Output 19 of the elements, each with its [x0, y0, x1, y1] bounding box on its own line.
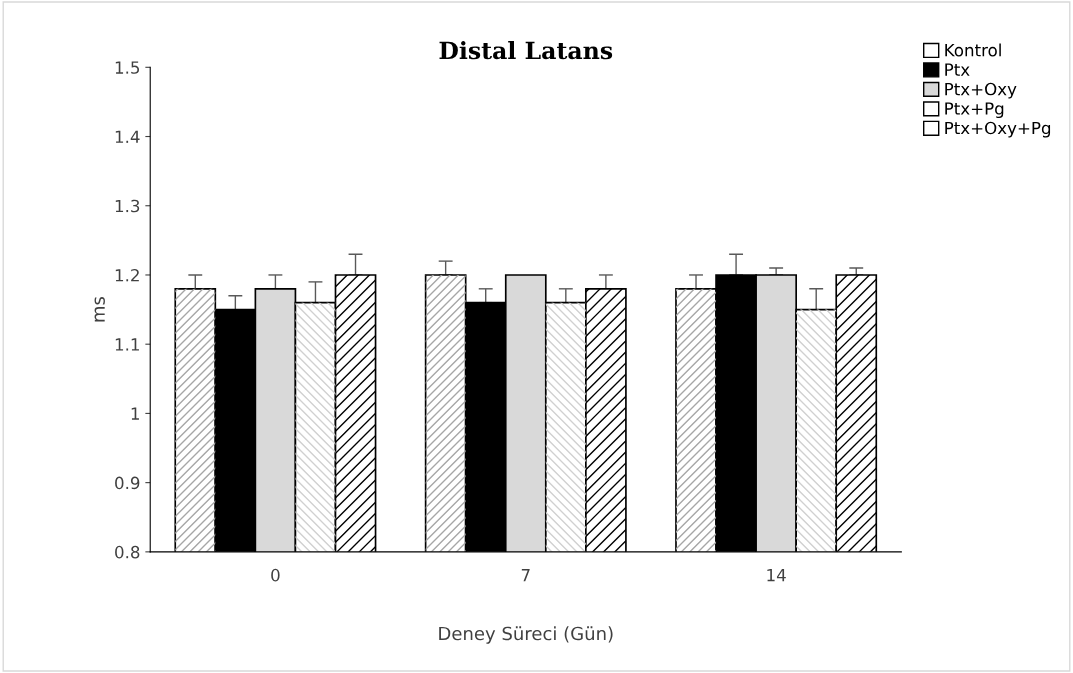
- x-tick-label: 7: [521, 569, 530, 582]
- y-tick-label: 1.1: [115, 338, 139, 351]
- y-tick-label: 1.4: [115, 130, 140, 143]
- legend-label: Ptx+Pg: [945, 102, 1004, 119]
- y-tick-label: 1: [131, 407, 139, 420]
- y-tick-label: 0.9: [115, 476, 140, 490]
- x-axis-title: Deney Süreci (Gün): [439, 626, 613, 644]
- chart-title: Distal Latans: [439, 41, 613, 60]
- y-tick-label: 1.3: [115, 199, 140, 213]
- legend-label: Ptx+Oxy+Pg: [945, 121, 1051, 138]
- x-tick-label: 0: [271, 568, 280, 582]
- y-tick-label: 1.2: [115, 268, 139, 282]
- x-tick-label: 14: [767, 569, 786, 582]
- y-axis-title: ms: [94, 296, 105, 322]
- legend-label: Kontrol: [945, 43, 1001, 57]
- legend-label: Ptx: [945, 63, 970, 76]
- y-tick-label: 0.8: [115, 545, 140, 559]
- y-tick-label: 1.5: [115, 61, 140, 74]
- legend-label: Ptx+Oxy: [945, 82, 1017, 99]
